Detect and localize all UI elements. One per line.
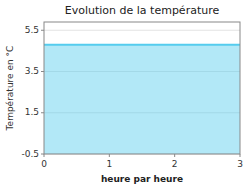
y-tick (41, 30, 44, 31)
area-fill (44, 45, 240, 154)
plot-frame (44, 22, 240, 154)
x-tick-label: 3 (237, 159, 243, 169)
y-axis-label: Température en °C (5, 46, 15, 132)
x-tick-label: 0 (41, 159, 47, 169)
x-tick-label: 1 (106, 159, 112, 169)
chart-container: -0.5 1.5 3.5 5.5 0 1 2 3 Evolution de la tempéra… (0, 0, 250, 188)
chart-svg: -0.5 1.5 3.5 5.5 0 1 2 3 Evolution de la tempéra… (0, 0, 250, 188)
x-tick (109, 154, 110, 157)
y-tick-label: -0.5 (21, 149, 39, 159)
y-tick-label: 5.5 (25, 25, 39, 35)
x-tick-label: 2 (172, 159, 178, 169)
x-tick (174, 154, 175, 157)
chart-title: Evolution de la température (65, 4, 220, 17)
y-tick-label: 3.5 (25, 66, 39, 76)
grid-line (44, 30, 240, 31)
plot-area (44, 45, 240, 154)
x-axis-label: heure par heure (101, 174, 183, 184)
x-tick (44, 154, 45, 157)
x-tick (240, 154, 241, 157)
y-tick (41, 71, 44, 72)
area-line (44, 44, 240, 46)
plot-background (44, 22, 240, 154)
y-tick (41, 112, 44, 113)
y-tick-label: 1.5 (25, 107, 39, 117)
